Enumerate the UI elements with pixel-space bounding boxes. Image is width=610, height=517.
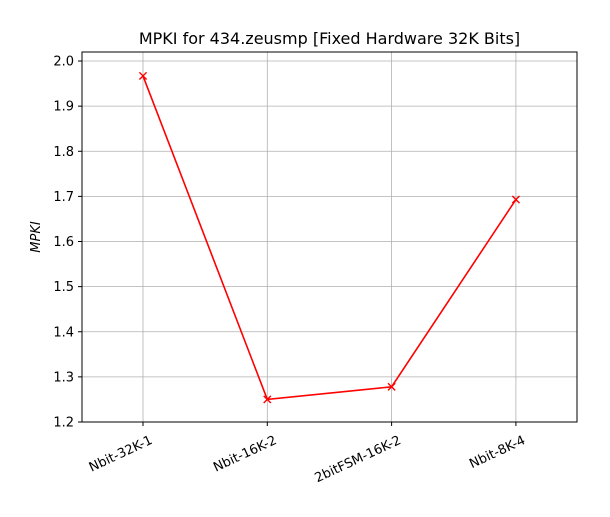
y-tick-label: 2.0 [53,55,74,70]
y-axis: 1.2 1.3 1.4 1.5 1.6 1.7 1.8 1.9 2.0 [53,55,82,431]
data-point [511,195,520,204]
y-tick-label: 1.7 [53,190,74,205]
y-tick-label: 1.2 [53,416,74,431]
y-tick-label: 1.3 [53,370,74,385]
series-group [138,71,520,404]
y-tick-label: 1.6 [53,235,74,250]
data-point [263,395,272,404]
y-tick-label: 1.5 [53,280,74,295]
y-axis-label: MPKI [29,221,44,253]
y-tick-label: 1.8 [53,145,74,160]
y-tick-label: 1.4 [53,325,74,340]
y-tick-label: 1.9 [53,100,74,115]
data-point [387,382,396,391]
chart-title: MPKI for 434.zeusmp [Fixed Hardware 32K … [139,29,520,48]
data-point [138,71,148,81]
series-line [142,75,517,401]
grid [82,52,577,423]
plot-frame [81,51,578,423]
